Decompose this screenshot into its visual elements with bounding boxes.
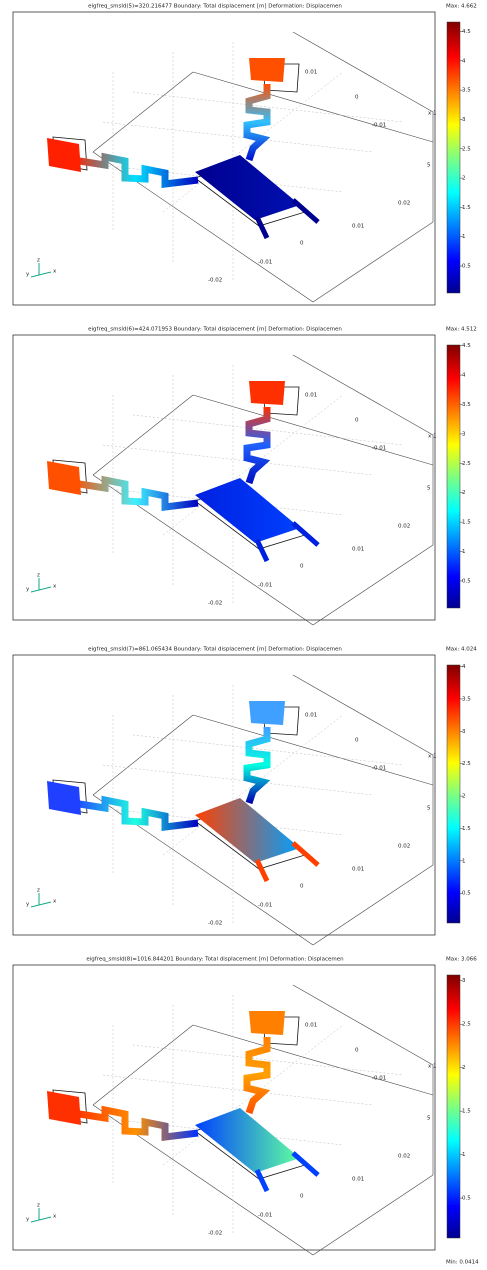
colorbar <box>447 975 460 1238</box>
axis-label: 5 <box>427 1116 431 1122</box>
axis-label: 5 <box>427 806 431 812</box>
axis-label: x 1 <box>428 1064 437 1070</box>
colorbar-tick-label: 2.5 <box>462 1022 471 1028</box>
axis-label: -0.01 <box>258 903 272 909</box>
colorbar-tick-label: 3.5 <box>462 88 471 94</box>
colorbar-tick-label: 2 <box>462 794 466 800</box>
axis-label: -0.01 <box>372 446 386 452</box>
colorbar-tick-label: 2 <box>462 490 466 496</box>
axis-label: 0 <box>300 241 304 247</box>
colorbar-tick-label: 3 <box>462 431 466 437</box>
plot-title: eigfreq_smsld(8)=1016.844201 Boundary: T… <box>86 957 344 963</box>
colorbar-tick-label: 2.5 <box>462 461 471 467</box>
upper-pad <box>249 58 285 82</box>
axis-label: 0.01 <box>305 70 317 76</box>
colorbar-tick-label: 2.5 <box>462 146 471 152</box>
min-label: Min: 0.0414 <box>446 1260 479 1266</box>
colorbar-tick-label: 3.5 <box>462 696 471 702</box>
colorbar-tick-label: 0.5 <box>462 891 471 897</box>
colorbar-tick-label: 0.5 <box>462 1196 471 1202</box>
axis-label: 0.02 <box>398 201 410 207</box>
panel: eigfreq_smsld(6)=424.071953 Boundary: To… <box>13 327 477 626</box>
triad-label: z <box>37 888 40 894</box>
colorbar-tick-label: 4 <box>462 664 466 670</box>
axis-label: -0.02 <box>208 601 222 607</box>
axis-label: x 1 <box>428 754 437 760</box>
colorbar-tick-label: 1 <box>462 234 466 240</box>
colorbar-tick-label: 2 <box>462 1065 466 1071</box>
triad-label: z <box>37 573 40 579</box>
colorbar-tick-label: 0.5 <box>462 264 471 270</box>
axis-label: 0.01 <box>352 224 364 230</box>
axis-label: 0 <box>300 564 304 570</box>
upper-pad <box>249 1011 285 1035</box>
colorbar <box>447 22 460 293</box>
axis-label: 0.02 <box>398 844 410 850</box>
colorbar-tick-label: 1.5 <box>462 826 471 832</box>
triad-label: z <box>37 258 40 264</box>
colorbar-tick-label: 3.5 <box>462 402 471 408</box>
axis-label: 0.01 <box>352 1177 364 1183</box>
axis-label: -0.01 <box>258 260 272 266</box>
upper-pad <box>249 381 285 405</box>
axis-label: 0.01 <box>352 867 364 873</box>
axis-label: 0 <box>355 418 359 424</box>
max-label: Max: 3.066 <box>446 957 477 963</box>
plot-title: eigfreq_smsld(5)=320.216477 Boundary: To… <box>88 4 342 10</box>
max-label: Max: 4.512 <box>446 327 477 333</box>
axis-label: 0.01 <box>305 1023 317 1029</box>
axis-label: 0.02 <box>398 1154 410 1160</box>
axis-label: 0.01 <box>352 547 364 553</box>
colorbar-tick-label: 2 <box>462 176 466 182</box>
colorbar <box>447 345 460 608</box>
colorbar-tick-label: 4.5 <box>462 29 471 35</box>
colorbar-tick-label: 1.5 <box>462 520 471 526</box>
colorbar <box>447 665 460 923</box>
axis-label: -0.01 <box>258 1213 272 1219</box>
colorbar-tick-label: 4 <box>462 58 466 64</box>
colorbar-tick-label: 1 <box>462 1152 466 1158</box>
axis-label: 0.01 <box>305 713 317 719</box>
max-label: Max: 4.024 <box>446 647 477 653</box>
upper-pad <box>249 701 285 725</box>
colorbar-tick-label: 1 <box>462 858 466 864</box>
colorbar-tick-label: 2.5 <box>462 761 471 767</box>
colorbar-tick-label: 3 <box>462 729 466 735</box>
axis-label: -0.01 <box>372 1076 386 1082</box>
colorbar-tick-label: 1.5 <box>462 205 471 211</box>
plot-title: eigfreq_smsld(7)=861.065434 Boundary: To… <box>88 647 342 653</box>
colorbar-tick-label: 3 <box>462 117 466 123</box>
axis-label: 0 <box>300 884 304 890</box>
axis-label: 0.01 <box>305 393 317 399</box>
axis-label: 5 <box>427 486 431 492</box>
max-label: Max: 4.662 <box>446 4 477 10</box>
colorbar-tick-label: 3 <box>462 978 466 984</box>
axis-label: -0.02 <box>208 278 222 284</box>
colorbar-tick-label: 4.5 <box>462 343 471 349</box>
axis-label: -0.01 <box>372 766 386 772</box>
axis-label: 5 <box>427 163 431 169</box>
colorbar-tick-label: 0.5 <box>462 578 471 584</box>
panel: eigfreq_smsld(5)=320.216477 Boundary: To… <box>13 4 477 306</box>
axis-label: 0.02 <box>398 524 410 530</box>
colorbar-tick-label: 4 <box>462 373 466 379</box>
colorbar-tick-label: 1.5 <box>462 1109 471 1115</box>
axis-label: x 1 <box>428 111 437 117</box>
triad-label: z <box>37 1203 40 1209</box>
axis-label: -0.02 <box>208 1231 222 1237</box>
axis-label: -0.01 <box>258 583 272 589</box>
axis-label: 0 <box>300 1194 304 1200</box>
colorbar-tick-label: 1 <box>462 549 466 555</box>
axis-label: -0.02 <box>208 921 222 927</box>
panel: eigfreq_smsld(8)=1016.844201 Boundary: T… <box>13 957 477 1256</box>
axis-label: 0 <box>355 738 359 744</box>
plot-title: eigfreq_smsld(6)=424.071953 Boundary: To… <box>88 327 342 333</box>
axis-label: x 1 <box>428 434 437 440</box>
axis-label: 0 <box>355 95 359 101</box>
panel: eigfreq_smsld(7)=861.065434 Boundary: To… <box>13 647 477 946</box>
page: eigfreq_smsld(5)=320.216477 Boundary: To… <box>0 0 487 1270</box>
axis-label: 0 <box>355 1048 359 1054</box>
axis-label: -0.01 <box>372 123 386 129</box>
